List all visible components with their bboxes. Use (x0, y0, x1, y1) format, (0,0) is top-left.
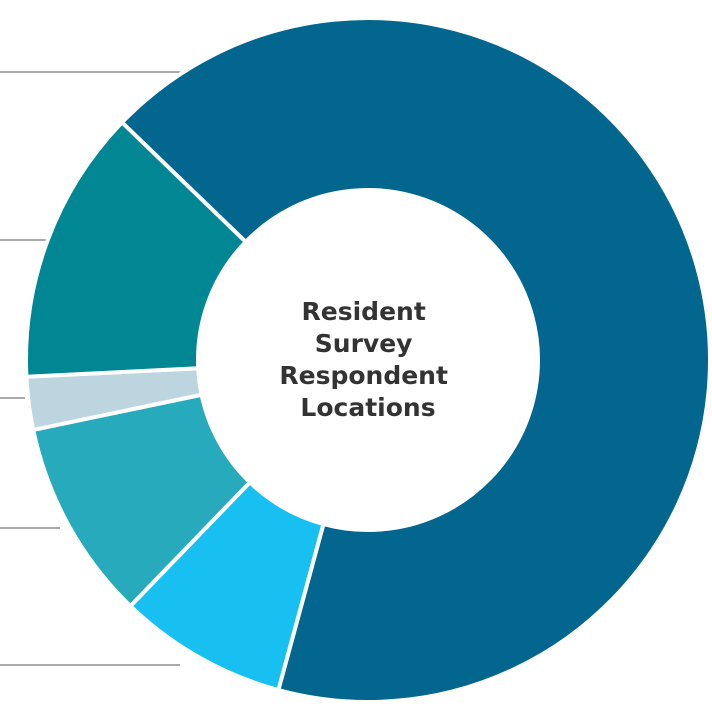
title-line: Resident (302, 297, 435, 326)
donut-slice (24, 119, 249, 379)
title-line: Locations (300, 393, 435, 422)
donut-slice (119, 16, 712, 704)
leader-lines (0, 71, 188, 666)
title-line: Respondent (279, 361, 456, 390)
title-line: Survey (315, 329, 421, 358)
slices (24, 16, 712, 704)
chart-title: Resident Survey Respondent Locations (279, 297, 456, 422)
